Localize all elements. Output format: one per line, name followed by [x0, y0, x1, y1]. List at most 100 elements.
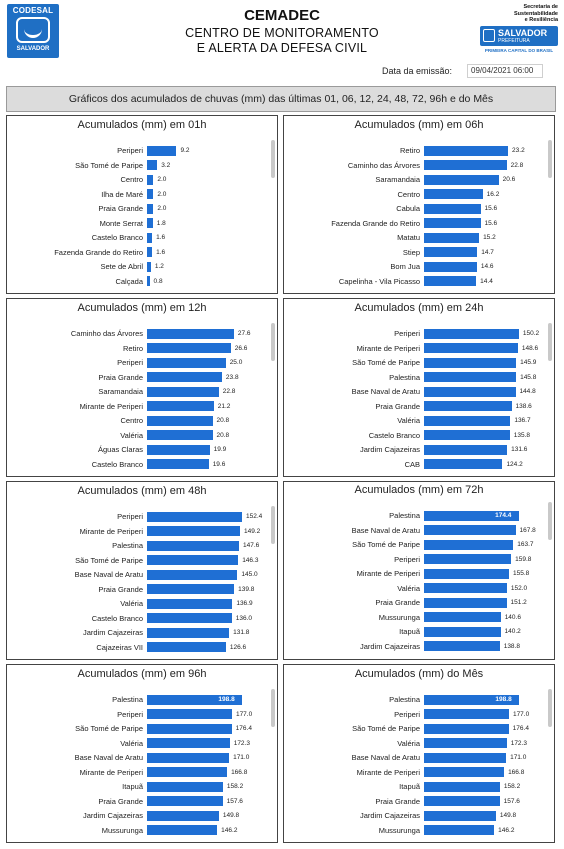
bar [424, 767, 505, 777]
bar-label: Valéria [397, 416, 420, 425]
bar-label: Praia Grande [98, 584, 143, 594]
codesal-logo-text: CODESAL [12, 6, 54, 15]
bar-label: Periperi [394, 709, 420, 719]
bar [424, 709, 509, 719]
bar-value: 21.2 [217, 402, 231, 410]
bar-label: Jardim Cajazeiras [82, 811, 143, 820]
bar [147, 569, 238, 580]
bar [424, 174, 499, 185]
bar-label: Jardim Cajazeiras [359, 641, 420, 651]
bar-value: 144.8 [519, 388, 536, 395]
panel-scrollbar[interactable] [548, 502, 552, 540]
bar [424, 386, 516, 397]
bar-label: Periperi [117, 709, 143, 719]
bar-value: 14.6 [480, 263, 494, 270]
bar-label: Castelo Branco [91, 233, 143, 242]
bar-value: 23.2 [512, 147, 525, 154]
bar-value: 198.8 [218, 696, 235, 703]
bar-label: São Tomé de Paripe [352, 724, 420, 733]
bar-value: 146.3 [242, 556, 259, 564]
bar [147, 276, 150, 286]
bar [424, 261, 477, 272]
bar [147, 203, 154, 214]
bar [424, 218, 481, 228]
secretaria-line2: Sustentabilidade [513, 10, 558, 17]
panel-scrollbar[interactable] [271, 689, 275, 727]
bar [424, 415, 511, 426]
bar-label: Itapuã [399, 627, 420, 636]
bar-label: Praia Grande [98, 796, 143, 806]
bar-value: 172.3 [233, 739, 250, 747]
bar [424, 781, 500, 792]
bar [424, 626, 501, 637]
panel-scrollbar[interactable] [271, 506, 275, 544]
bar [147, 810, 219, 821]
bar-label: Base Naval de Aratu [351, 753, 420, 762]
bar [424, 247, 478, 257]
panel-scrollbar[interactable] [548, 323, 552, 361]
bar-value: 2.0 [157, 205, 167, 212]
bar [147, 767, 228, 777]
prefeitura-logo: Secretaria de Sustentabilidade e Resiliê… [470, 4, 558, 56]
bar-value: 23.8 [225, 373, 239, 381]
panel-scrollbar[interactable] [548, 140, 552, 178]
bar [147, 444, 210, 455]
salvador-logo-text: SALVADOR [498, 28, 548, 38]
page-header: CODESAL SALVADOR CEMADEC CENTRO DE MONIT… [0, 0, 564, 84]
bar [147, 189, 154, 199]
bar-value: 126.6 [229, 643, 247, 651]
bar-label: Águas Claras [97, 445, 143, 454]
bar [424, 203, 481, 214]
bar-value: 131.8 [233, 629, 250, 636]
bar [147, 247, 153, 257]
city-emblem-icon [483, 29, 495, 42]
panel-title: Acumulados (mm) do Mês [354, 668, 484, 680]
panel-scrollbar[interactable] [271, 140, 275, 178]
bar-value: 145.0 [241, 571, 258, 578]
bar-value: 171.0 [510, 754, 527, 761]
chart-panel-72h: Acumulados (mm) em 72h Palestina 174.4 Base… [283, 481, 555, 660]
panel-title: Acumulados (mm) em 01h [77, 119, 207, 131]
bar [147, 694, 243, 705]
bar [147, 174, 154, 185]
bar-value: 1.6 [156, 234, 166, 241]
logo-tagline: PRIMEIRA CAPITAL DO BRASIL [484, 48, 554, 53]
bar-label: Mirante de Periperi [356, 343, 420, 353]
bar-label: São Tomé de Paripe [352, 540, 420, 549]
bar-value: 148.6 [521, 344, 539, 352]
bar [424, 597, 507, 608]
bar-label: Castelo Branco [91, 613, 143, 623]
bar-value: 3.2 [161, 161, 171, 169]
bar [147, 261, 151, 272]
bar [424, 752, 507, 763]
bar-value: 147.6 [243, 542, 260, 549]
bar-value: 145.8 [520, 373, 537, 381]
panel-scrollbar[interactable] [548, 689, 552, 727]
bar-value: 163.7 [517, 541, 534, 548]
secretaria-line1: Secretaria de [523, 4, 558, 10]
bar-label: Centro [397, 189, 420, 199]
bar [147, 145, 177, 156]
bar-label: São Tomé de Paripe [75, 724, 143, 733]
bar-value: 22.8 [222, 388, 236, 395]
bar-value: 1.2 [154, 263, 164, 270]
bar [147, 752, 230, 763]
panel-scrollbar[interactable] [271, 323, 275, 361]
bar-label: Mirante de Periperi [356, 767, 420, 777]
bar-label: Stiep [402, 247, 420, 257]
bar [424, 554, 512, 564]
bar-label: Mirante de Periperi [79, 767, 143, 777]
bar-value: 138.8 [503, 642, 520, 650]
bar-label: Valéria [397, 583, 420, 593]
bar-value: 2.0 [157, 176, 167, 183]
bar [424, 276, 477, 286]
bar-value: 167.8 [519, 526, 536, 534]
bar-label: Caminho das Árvores [347, 160, 420, 170]
bar-value: 157.6 [503, 797, 520, 805]
bar-value: 174.4 [495, 512, 512, 519]
bar-value: 20.6 [502, 176, 516, 183]
bar-label: Saramandaia [98, 387, 143, 396]
bar-label: CAB [404, 459, 420, 469]
bar-value: 176.4 [512, 725, 529, 732]
bar-value: 158.2 [226, 783, 244, 790]
